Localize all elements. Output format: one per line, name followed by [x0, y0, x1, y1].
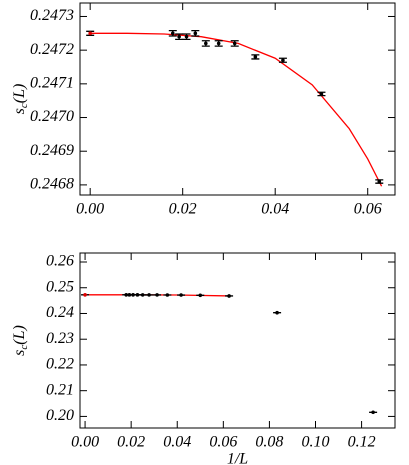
y-label-base: s	[11, 350, 28, 356]
data-point	[275, 310, 279, 315]
data-point	[216, 41, 221, 46]
x-tick-label: 0.00	[76, 201, 104, 218]
data-point	[184, 34, 189, 39]
x-tick-label: 0.08	[255, 434, 283, 451]
fit-curve	[90, 32, 383, 187]
data-point	[227, 294, 231, 298]
y-tick-label: 0.25	[46, 278, 74, 295]
data-point	[170, 31, 175, 36]
y-axis-label: sc(L)	[11, 84, 30, 115]
y-tick-label: 0.2469	[30, 142, 74, 159]
y-tick-label: 0.2470	[30, 108, 74, 125]
x-tick-label: 0.12	[348, 434, 376, 451]
data-point	[140, 293, 145, 297]
y-tick-label: 0.2473	[30, 7, 74, 24]
y-tick-label: 0.23	[46, 330, 74, 347]
data-point	[377, 179, 382, 184]
data-point	[193, 31, 198, 36]
plot-frame	[79, 2, 396, 196]
y-axis-label: sc(L)	[11, 325, 30, 356]
data-point	[319, 92, 324, 96]
x-tick-label: 0.04	[261, 201, 289, 218]
y-tick-label: 0.2468	[30, 176, 74, 193]
data-point	[165, 293, 170, 297]
data-point	[135, 293, 140, 297]
y-label-sub: c	[18, 103, 30, 108]
y-tick-label: 0.2472	[30, 41, 74, 58]
y-tick-label: 0.26	[46, 253, 74, 270]
y-tick-label: 0.24	[46, 304, 74, 321]
plot-frame	[79, 252, 396, 429]
y-tick-label: 0.20	[46, 407, 74, 424]
data-point	[147, 293, 151, 297]
x-tick-label: 0.06	[354, 201, 382, 218]
data-point	[179, 293, 183, 297]
extrapolated-point	[88, 31, 92, 36]
data-point	[371, 410, 375, 415]
data-point	[198, 293, 203, 298]
y-label-base: s	[11, 108, 28, 114]
y-label-rest: (L)	[11, 325, 28, 345]
x-tick-label: 0.06	[209, 434, 237, 451]
x-tick-label: 0.10	[302, 434, 330, 451]
y-label-sub: c	[18, 345, 30, 350]
y-tick-label: 0.22	[46, 356, 74, 373]
extrapolated-point	[83, 293, 87, 297]
data-point	[281, 58, 285, 63]
x-tick-label: 0.02	[117, 434, 145, 451]
data-point	[253, 55, 258, 59]
y-tick-label: 0.2471	[30, 75, 74, 92]
x-tick-label: 0.04	[163, 434, 191, 451]
x-tick-label: 0.02	[169, 201, 197, 218]
y-tick-label: 0.21	[46, 381, 74, 398]
data-point	[232, 41, 237, 46]
x-axis-label: 1/L	[227, 451, 248, 465]
y-label-rest: (L)	[11, 84, 28, 104]
data-point	[204, 41, 208, 46]
data-point	[177, 34, 181, 39]
data-point	[155, 293, 159, 297]
x-tick-label: 0.00	[71, 434, 99, 451]
data-point	[131, 293, 135, 297]
